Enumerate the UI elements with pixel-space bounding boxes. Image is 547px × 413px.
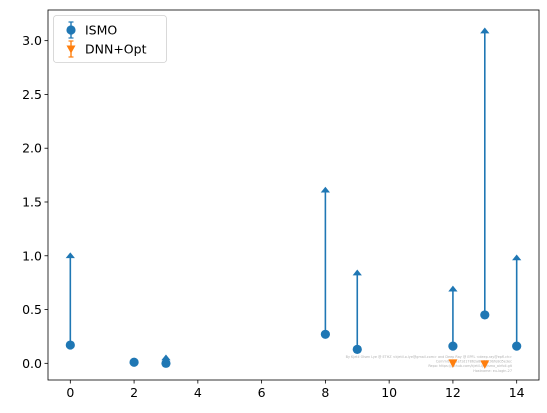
x-tick-label: 12 xyxy=(445,385,461,400)
data-point xyxy=(448,359,458,368)
upper-limit-arrow xyxy=(448,285,458,292)
legend-box xyxy=(53,15,167,63)
x-tick-label: 0 xyxy=(66,385,74,400)
x-tick-label: 10 xyxy=(381,385,397,400)
legend-marker xyxy=(66,45,76,54)
watermark-line: Hostname: eu-login-27 xyxy=(473,369,512,373)
axes-frame xyxy=(47,9,540,381)
watermark: By Kjetil Olsen Lye @ ETHZ <kjetil.o.lye… xyxy=(346,355,513,373)
data-point xyxy=(480,360,490,369)
data-point xyxy=(161,358,171,368)
y-tick-label: 1.0 xyxy=(22,248,42,263)
y-tick-label: 2.5 xyxy=(22,87,42,102)
data-point xyxy=(352,344,362,354)
legend-marker xyxy=(66,25,76,35)
x-tick-label: 2 xyxy=(130,385,138,400)
data-point xyxy=(65,340,75,350)
legend: ISMO DNN+Opt xyxy=(53,15,167,63)
series-dnn-opt xyxy=(448,359,490,369)
axis-ticks: 0 2 4 6 8 10 12 14 0.0 0.5 1.0 1.5 2.0 2.5 3.0 xyxy=(22,33,525,400)
data-point xyxy=(448,341,458,351)
data-point xyxy=(480,310,490,320)
y-tick-label: 2.0 xyxy=(22,141,42,156)
data-point xyxy=(512,341,522,351)
y-tick-label: 0.0 xyxy=(22,356,42,371)
data-point xyxy=(129,357,139,367)
x-tick-label: 6 xyxy=(258,385,266,400)
upper-limit-arrow xyxy=(512,254,522,261)
x-tick-label: 14 xyxy=(509,385,525,400)
data-point xyxy=(320,329,330,339)
watermark-line: By Kjetil Olsen Lye @ ETHZ <kjetil.o.lye… xyxy=(346,355,513,359)
upper-limit-arrow xyxy=(65,252,75,259)
x-tick-label: 8 xyxy=(321,385,329,400)
plot-area xyxy=(47,9,540,381)
upper-limit-arrow xyxy=(480,27,490,34)
x-tick-label: 4 xyxy=(194,385,202,400)
watermark-line: Repo: https://github.com/kjetil-lye/ismo… xyxy=(428,364,512,368)
watermark-line: Commit: 3e1ef1d17862a8ef38c9bfe8d5e3ec xyxy=(436,360,512,364)
upper-limit-arrow xyxy=(320,186,331,193)
legend-label: DNN+Opt xyxy=(85,42,147,57)
series-layer xyxy=(65,27,522,369)
y-tick-label: 1.5 xyxy=(22,194,42,209)
y-tick-label: 3.0 xyxy=(22,33,42,48)
legend-label: ISMO xyxy=(85,23,117,38)
y-tick-label: 0.5 xyxy=(22,302,42,317)
series-ismo xyxy=(65,27,522,368)
upper-limit-arrow xyxy=(352,269,362,276)
